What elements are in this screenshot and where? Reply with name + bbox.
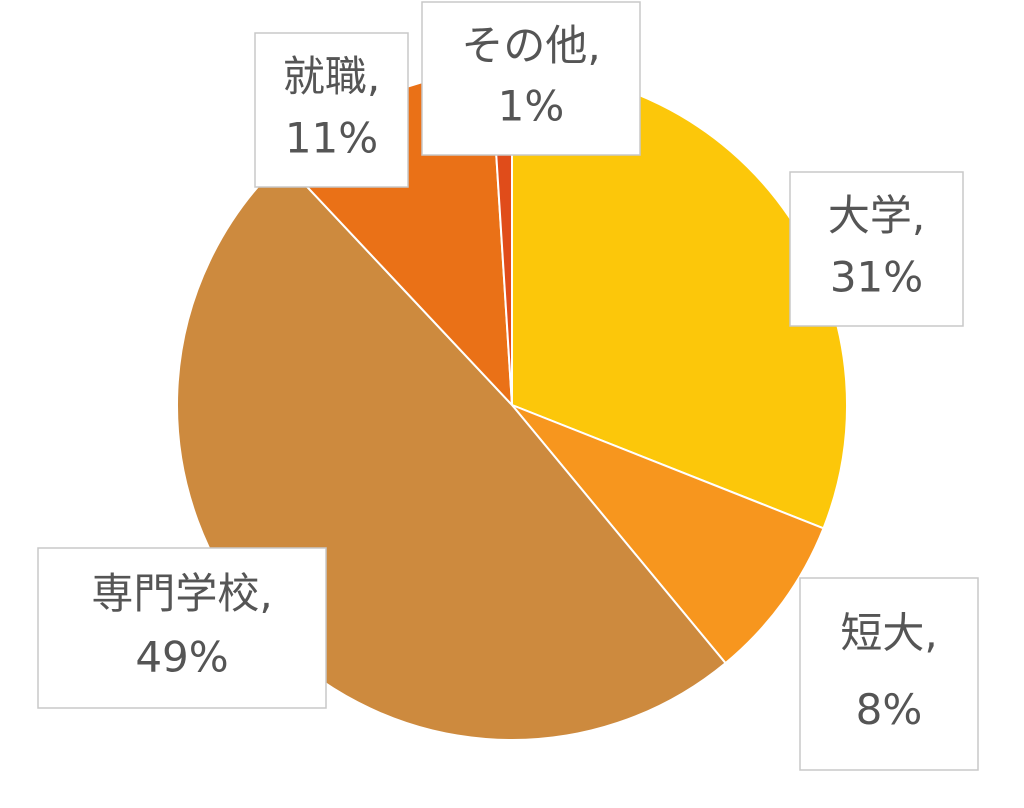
category-label: 短大 [840, 608, 924, 657]
category-label: 大学 [828, 191, 912, 240]
label-separator: , [924, 608, 937, 657]
label-separator: , [259, 569, 272, 618]
label-box [254, 32, 409, 188]
data-label-value: 8% [856, 685, 923, 734]
data-label-value: 11% [285, 113, 378, 162]
label-separator: , [912, 191, 925, 240]
data-label-name: その他, [461, 20, 600, 69]
category-label: 専門学校 [91, 569, 259, 618]
label-box [37, 547, 327, 709]
label-separator: , [587, 20, 600, 69]
data-label-value: 1% [498, 82, 565, 131]
category-label: その他 [461, 20, 587, 69]
data-label-name: 大学, [828, 191, 925, 240]
label-separator: , [367, 52, 380, 101]
category-label: 就職 [283, 52, 367, 101]
label-box [789, 171, 964, 327]
data-label-value: 31% [830, 252, 923, 301]
label-box [799, 577, 979, 771]
label-box [421, 1, 641, 156]
data-label-name: 短大, [840, 608, 937, 657]
pie-slice [511, 404, 825, 665]
data-label-name: 専門学校, [91, 569, 272, 618]
data-label-value: 49% [135, 633, 228, 682]
data-label-name: 就職, [283, 52, 380, 101]
